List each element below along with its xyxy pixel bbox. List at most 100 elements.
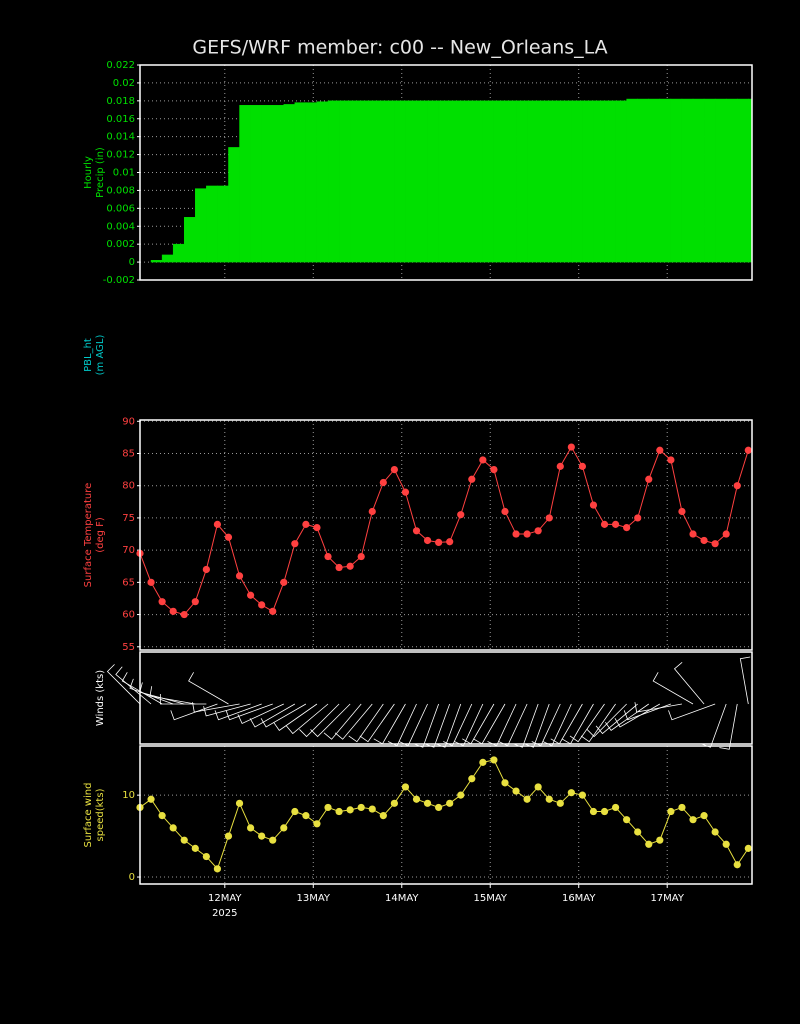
precip-bar [327, 100, 340, 263]
data-point [291, 540, 299, 548]
wind-barb [512, 703, 539, 748]
precip-bar [416, 100, 428, 263]
data-point [656, 446, 664, 454]
wind-barb [580, 703, 616, 743]
precip-bar [316, 101, 329, 263]
y-tick-label: 90 [122, 416, 135, 427]
precip-bar [360, 100, 373, 263]
data-point [457, 791, 465, 799]
data-point [700, 812, 708, 820]
precip-bar [250, 105, 262, 263]
data-point [700, 536, 708, 545]
data-point [711, 828, 719, 836]
y-tick-label: 0.014 [106, 132, 135, 143]
data-point [744, 844, 752, 852]
data-point [280, 824, 288, 832]
y-tick-label: 0.004 [106, 221, 135, 232]
precip-bar [394, 100, 406, 263]
data-point [435, 538, 443, 547]
precip-bar [593, 100, 605, 263]
y-axis-label: Hourly [83, 156, 94, 189]
y-axis-label: Surface Temperature [83, 483, 94, 588]
data-point [689, 530, 697, 538]
data-point [224, 832, 233, 840]
precip-bar [405, 100, 417, 263]
precip-bar [228, 147, 240, 263]
wind-barb [700, 703, 727, 748]
precip-bar [427, 100, 439, 263]
data-point [589, 501, 598, 509]
y-tick-label: 0 [129, 872, 135, 883]
data-point [191, 598, 199, 606]
x-tick-label: 14MAY [385, 893, 419, 904]
precip-bar [504, 100, 517, 263]
data-point [512, 787, 520, 795]
precip-bar [372, 100, 384, 263]
y-tick-label: 0.012 [106, 150, 135, 161]
precip-bar [637, 98, 650, 263]
precip-bar [239, 105, 251, 263]
y-tick-label: 10 [122, 790, 135, 801]
x-year-label: 2025 [212, 908, 237, 919]
data-point [147, 795, 155, 803]
data-point [589, 807, 598, 816]
data-point [335, 807, 343, 816]
precip-bar [692, 98, 705, 263]
precip-bar [383, 100, 395, 263]
data-point [390, 466, 398, 474]
wind-barb [299, 703, 340, 738]
data-point [180, 836, 188, 844]
data-point [678, 803, 686, 812]
data-point [556, 799, 564, 807]
y-axis-label: (deg F) [95, 517, 106, 553]
y-tick-label: 80 [122, 481, 135, 492]
precip-bar [703, 98, 716, 263]
wind-barb [719, 703, 738, 750]
precip-bar [195, 188, 207, 263]
data-point [722, 840, 730, 848]
data-point [490, 756, 498, 764]
data-point [623, 816, 631, 824]
precip-bar [206, 185, 218, 263]
data-point [744, 446, 752, 454]
data-point [357, 803, 365, 812]
data-point [501, 779, 509, 787]
wind-barb [323, 703, 362, 740]
wind-barb [214, 703, 262, 721]
wind-barb [348, 703, 384, 743]
data-point [611, 803, 620, 812]
wind-barb [225, 703, 273, 721]
data-point [479, 456, 487, 464]
wind-barb [614, 703, 661, 728]
wind-barb [310, 703, 351, 738]
precip-bar [526, 100, 539, 263]
wind-barb [121, 672, 163, 705]
data-point [678, 507, 686, 516]
data-point [435, 803, 443, 812]
precip-bar [471, 100, 484, 263]
panel-frame [139, 419, 753, 651]
wind-barb [739, 656, 751, 705]
precip-bar [560, 100, 572, 263]
data-point [556, 462, 564, 470]
series-line [139, 446, 749, 616]
data-point [656, 836, 664, 844]
data-point [313, 820, 321, 828]
y-tick-label: 0.01 [113, 168, 135, 179]
y-tick-label: 0.002 [106, 239, 135, 250]
wind-barb [192, 702, 240, 713]
wind-barb [334, 703, 373, 740]
x-tick-label: 12MAY [208, 893, 242, 904]
data-point [324, 552, 332, 561]
wind-barb [569, 703, 605, 743]
data-point [235, 799, 244, 807]
data-point [611, 520, 620, 528]
data-point [523, 530, 531, 538]
data-point [258, 601, 266, 609]
y-tick-label: 60 [122, 610, 135, 621]
data-point [446, 799, 454, 807]
precip-bar [515, 100, 528, 263]
wind-barb [249, 703, 296, 728]
wind-barb [673, 662, 705, 705]
x-tick-label: 16MAY [562, 893, 596, 904]
